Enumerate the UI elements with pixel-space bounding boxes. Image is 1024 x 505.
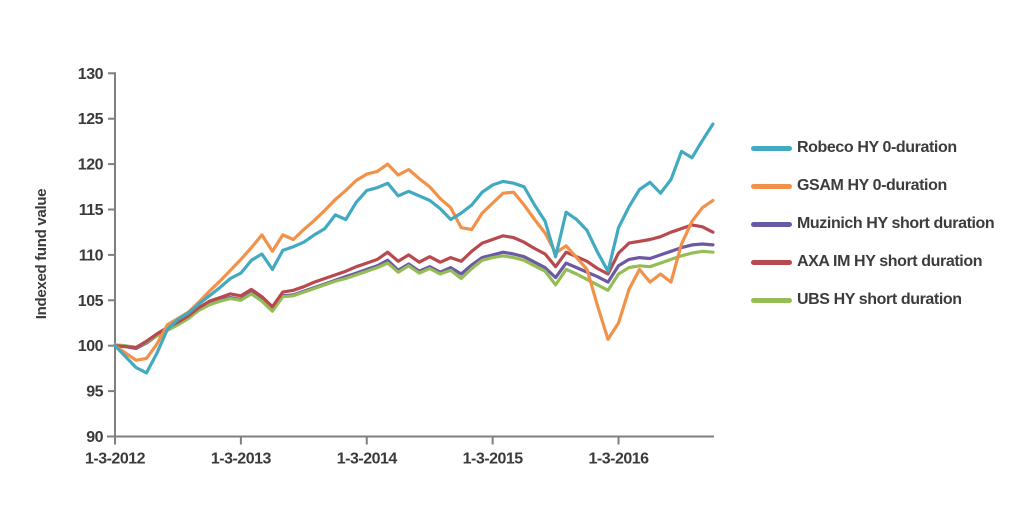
legend-item-gsam-hy-0-duration: GSAM HY 0-duration [751, 174, 994, 198]
legend-label-ubs-hy-short-duration: UBS HY short duration [797, 291, 962, 308]
x-tick-label: 1-3-2012 [85, 451, 146, 468]
series-line-robeco-hy-0-duration [113, 122, 715, 375]
series-line-axa-im-hy-short-duration [113, 223, 715, 350]
legend: Robeco HY 0-duration GSAM HY 0-duration Mu… [751, 136, 995, 312]
legend-swatch-gsam-hy-0-duration [751, 183, 792, 189]
x-tick-label: 1-3-2014 [337, 451, 398, 468]
legend-label-robeco-hy-0-duration: Robeco HY 0-duration [797, 139, 957, 156]
legend-item-axa-im-hy-short-duration: AXA IM HY short duration [751, 250, 994, 274]
legend-label-muzinich-hy-short-duration: Muzinich HY short duration [797, 215, 995, 232]
y-tick-label: 130 [78, 66, 104, 83]
y-tick-label: 100 [78, 338, 104, 355]
y-tick-label: 125 [78, 111, 104, 128]
legend-swatch-axa-im-hy-short-duration [751, 259, 792, 265]
y-axis-title: Indexed fund value [33, 189, 50, 319]
y-tick-label: 90 [86, 429, 103, 446]
x-tick-label: 1-3-2015 [463, 451, 524, 468]
series-lines [113, 122, 715, 375]
legend-swatch-robeco-hy-0-duration [751, 145, 792, 151]
legend-item-muzinich-hy-short-duration: Muzinich HY short duration [751, 212, 995, 236]
legend-swatch-ubs-hy-short-duration [751, 297, 792, 303]
series-line-gsam-hy-0-duration [113, 162, 715, 362]
y-tick-label: 120 [78, 157, 104, 174]
y-tick-label: 115 [79, 202, 104, 219]
legend-item-robeco-hy-0-duration: Robeco HY 0-duration [751, 136, 994, 160]
y-tick-label: 110 [79, 247, 104, 264]
x-tick-label: 1-3-2016 [588, 451, 649, 468]
y-tick-label: 105 [78, 293, 104, 310]
x-tick-label: 1-3-2013 [211, 451, 272, 468]
y-tick-label: 95 [86, 384, 103, 401]
axes: 90 95 100 105 110 115 120 125 130 1-3-2012 1-3-201… [78, 66, 714, 468]
legend-swatch-muzinich-hy-short-duration [751, 221, 792, 227]
legend-item-ubs-hy-short-duration: UBS HY short duration [751, 288, 994, 312]
legend-label-gsam-hy-0-duration: GSAM HY 0-duration [797, 177, 947, 194]
legend-label-axa-im-hy-short-duration: AXA IM HY short duration [797, 253, 983, 270]
series-line-ubs-hy-short-duration [113, 249, 715, 350]
